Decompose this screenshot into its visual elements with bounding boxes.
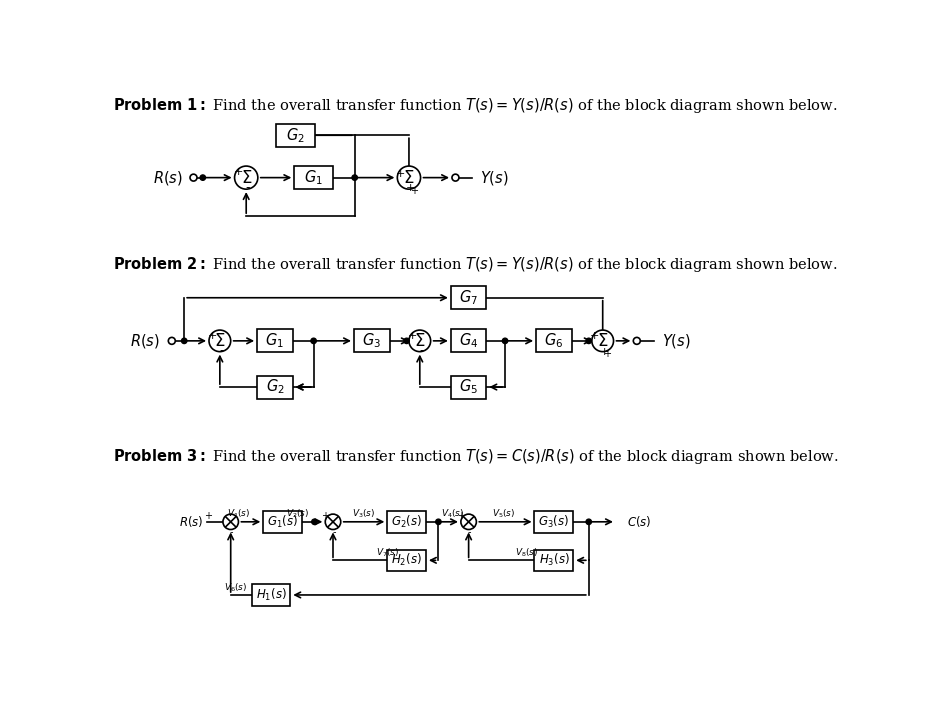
- Text: $H_2(s)$: $H_2(s)$: [391, 552, 422, 568]
- Text: $G_1$: $G_1$: [304, 168, 323, 187]
- Text: $G_6$: $G_6$: [543, 332, 563, 350]
- Circle shape: [182, 338, 186, 343]
- Text: $G_4$: $G_4$: [459, 332, 477, 350]
- Circle shape: [451, 174, 459, 181]
- Text: $G_1$: $G_1$: [265, 332, 284, 350]
- Text: +: +: [395, 168, 405, 179]
- Text: $R(s)$: $R(s)$: [179, 514, 203, 529]
- Text: $G_7$: $G_7$: [459, 288, 477, 307]
- Text: $V_6(s)$: $V_6(s)$: [224, 581, 248, 594]
- Circle shape: [222, 514, 238, 529]
- Text: $G_2(s)$: $G_2(s)$: [390, 514, 422, 530]
- Circle shape: [502, 338, 507, 343]
- Text: +: +: [590, 331, 599, 341]
- Text: +: +: [321, 510, 329, 521]
- Text: $R(s)$: $R(s)$: [130, 332, 159, 350]
- Circle shape: [311, 338, 316, 343]
- Circle shape: [632, 338, 640, 344]
- Text: +: +: [409, 186, 417, 196]
- Text: +: +: [603, 349, 611, 359]
- Text: $\Sigma$: $\Sigma$: [214, 332, 225, 350]
- Circle shape: [209, 330, 231, 351]
- Text: $V_1(s)$: $V_1(s)$: [226, 508, 250, 521]
- Text: $V_5(s)$: $V_5(s)$: [491, 508, 514, 521]
- Text: +: +: [599, 346, 608, 356]
- Bar: [294, 166, 333, 189]
- Bar: [257, 375, 292, 398]
- Circle shape: [235, 166, 258, 189]
- Bar: [451, 329, 486, 352]
- Circle shape: [168, 338, 175, 344]
- Bar: [451, 286, 486, 309]
- Text: -: -: [219, 344, 223, 357]
- Text: +: +: [234, 167, 243, 177]
- Text: $\Sigma$: $\Sigma$: [596, 332, 608, 350]
- Bar: [276, 124, 315, 147]
- Circle shape: [311, 519, 317, 524]
- Circle shape: [586, 519, 590, 524]
- Circle shape: [324, 514, 340, 529]
- Text: $V_7(s)$: $V_7(s)$: [375, 547, 399, 559]
- Text: -: -: [332, 527, 336, 536]
- Text: $V_4(s)$: $V_4(s)$: [441, 508, 464, 521]
- Circle shape: [190, 174, 197, 181]
- Text: +: +: [204, 510, 212, 521]
- Text: +: +: [208, 331, 217, 341]
- Text: $C(s)$: $C(s)$: [627, 514, 652, 529]
- Bar: [451, 375, 486, 398]
- Text: $\mathbf{Problem\ 2{:}}$ Find the overall transfer function $T(s) = Y(s)/R(s)$ o: $\mathbf{Problem\ 2{:}}$ Find the overal…: [113, 254, 837, 273]
- Bar: [257, 329, 292, 352]
- Text: +: +: [407, 331, 416, 341]
- Text: $Y(s)$: $Y(s)$: [480, 168, 508, 187]
- Circle shape: [351, 175, 357, 180]
- Text: $G_3$: $G_3$: [362, 332, 381, 350]
- Text: -: -: [230, 527, 233, 536]
- Circle shape: [397, 166, 420, 189]
- Text: $\mathbf{Problem\ 1{:}}$ Find the overall transfer function $T(s) = Y(s)/R(s)$ o: $\mathbf{Problem\ 1{:}}$ Find the overal…: [113, 96, 837, 115]
- Text: $V_3(s)$: $V_3(s)$: [352, 508, 375, 521]
- Text: $G_2$: $G_2$: [286, 126, 305, 145]
- Text: $Y(s)$: $Y(s)$: [661, 332, 690, 350]
- Text: $H_3(s)$: $H_3(s)$: [538, 552, 568, 568]
- Text: $\Sigma$: $\Sigma$: [403, 168, 414, 187]
- Text: $R(s)$: $R(s)$: [153, 168, 183, 187]
- Text: -: -: [419, 344, 423, 357]
- Bar: [263, 511, 301, 533]
- Text: $G_3(s)$: $G_3(s)$: [538, 514, 569, 530]
- Text: -: -: [246, 181, 249, 194]
- Text: +: +: [456, 510, 464, 521]
- Text: $\Sigma$: $\Sigma$: [240, 168, 251, 187]
- Text: $V_2(s)$: $V_2(s)$: [286, 508, 310, 521]
- Circle shape: [435, 519, 440, 524]
- Text: $G_2$: $G_2$: [265, 377, 284, 396]
- Bar: [534, 549, 573, 571]
- Text: $V_8(s)$: $V_8(s)$: [514, 547, 538, 559]
- Text: $G_1(s)$: $G_1(s)$: [267, 514, 298, 530]
- Text: $\Sigma$: $\Sigma$: [413, 332, 425, 350]
- Text: $G_5$: $G_5$: [459, 377, 477, 396]
- Circle shape: [200, 175, 205, 180]
- Bar: [353, 329, 389, 352]
- Bar: [387, 511, 425, 533]
- Circle shape: [403, 338, 409, 343]
- Circle shape: [591, 330, 613, 351]
- Bar: [536, 329, 571, 352]
- Bar: [534, 511, 573, 533]
- Bar: [251, 584, 290, 606]
- Text: $\mathbf{Problem\ 3{:}}$ Find the overall transfer function $T(s) = C(s)/R(s)$ o: $\mathbf{Problem\ 3{:}}$ Find the overal…: [112, 447, 838, 466]
- Text: $H_1(s)$: $H_1(s)$: [255, 587, 286, 603]
- Text: +: +: [405, 184, 414, 193]
- Circle shape: [586, 338, 590, 343]
- Circle shape: [461, 514, 476, 529]
- Circle shape: [409, 330, 430, 351]
- Text: -: -: [467, 527, 471, 536]
- Bar: [387, 549, 425, 571]
